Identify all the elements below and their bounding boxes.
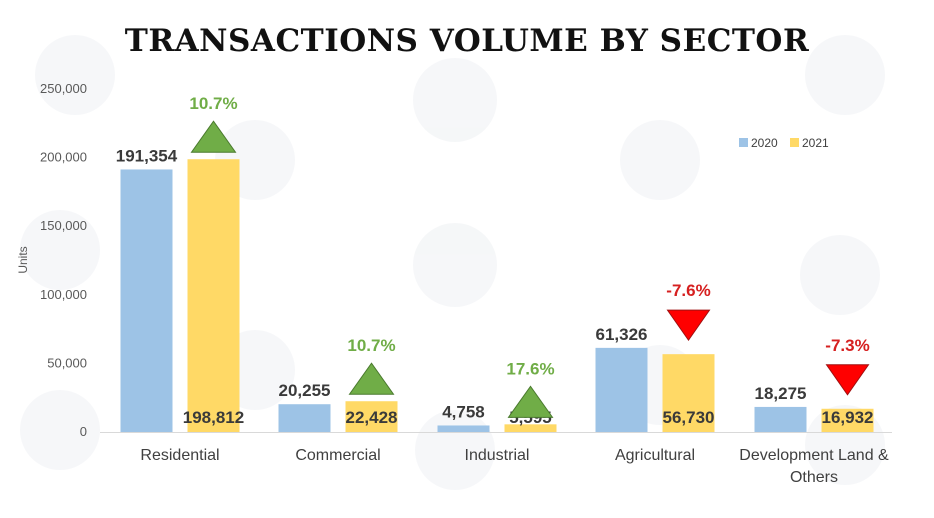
bar-2021-4 bbox=[821, 408, 874, 432]
y-tick-label: 200,000 bbox=[40, 150, 87, 165]
bar-2020-3 bbox=[595, 347, 648, 432]
data-label-2020: 18,275 bbox=[755, 384, 807, 403]
up-arrow-icon bbox=[507, 385, 554, 418]
change-markers-layer: 10.7% 10.7% 17.6% -7.6% -7.3% bbox=[189, 94, 870, 418]
change-percent-label: -7.3% bbox=[825, 336, 869, 355]
legend-label-2020: 2020 bbox=[751, 136, 778, 150]
data-label-2021: 22,428 bbox=[346, 408, 398, 427]
data-label-2021: 16,932 bbox=[822, 408, 874, 427]
change-percent-label: 17.6% bbox=[506, 359, 554, 378]
data-labels-layer: 191,354198,81220,25522,4284,7585,59561,3… bbox=[116, 146, 874, 427]
y-tick-label: 0 bbox=[80, 424, 87, 439]
change-percent-label: 10.7% bbox=[347, 336, 395, 355]
x-tick-label: Industrial bbox=[465, 447, 530, 464]
x-tick-label: Residential bbox=[140, 447, 219, 464]
bar-2021-1 bbox=[345, 401, 398, 432]
up-arrow-icon bbox=[190, 120, 237, 153]
bar-2020-1 bbox=[278, 404, 331, 432]
data-label-2021: 198,812 bbox=[183, 408, 244, 427]
data-label-2021: 56,730 bbox=[663, 408, 715, 427]
bar-2021-0 bbox=[187, 159, 240, 433]
bar-2021-3 bbox=[662, 354, 715, 432]
bar-2020-2 bbox=[437, 425, 490, 432]
bar-2020-4 bbox=[754, 406, 807, 432]
data-label-2020: 191,354 bbox=[116, 146, 178, 165]
down-arrow-icon bbox=[825, 364, 870, 396]
data-label-2020: 20,255 bbox=[279, 381, 331, 400]
data-label-2020: 4,758 bbox=[442, 402, 485, 421]
y-tick-label: 50,000 bbox=[47, 355, 87, 370]
y-tick-label: 250,000 bbox=[40, 81, 87, 96]
chart-title: TRANSACTIONS VOLUME BY SECTOR bbox=[125, 23, 809, 59]
y-tick-label: 100,000 bbox=[40, 287, 87, 302]
legend-swatch-2020 bbox=[739, 138, 748, 147]
data-label-2020: 61,326 bbox=[596, 325, 648, 344]
x-tick-label: Development Land & bbox=[739, 447, 889, 464]
bars-layer bbox=[120, 159, 874, 433]
up-arrow-icon bbox=[348, 362, 395, 395]
x-axis-ticks: Residential Commercial Industrial Agricultu… bbox=[140, 447, 889, 486]
legend-label-2021: 2021 bbox=[802, 136, 829, 150]
legend: 2020 2021 bbox=[739, 136, 829, 150]
change-percent-label: 10.7% bbox=[189, 94, 237, 113]
x-tick-label: Commercial bbox=[295, 447, 380, 464]
y-axis-label: Units bbox=[16, 246, 30, 273]
legend-swatch-2021 bbox=[790, 138, 799, 147]
down-arrow-icon bbox=[666, 309, 711, 342]
bar-2021-2 bbox=[504, 424, 557, 432]
x-tick-label: Agricultural bbox=[615, 447, 695, 464]
y-tick-label: 150,000 bbox=[40, 218, 87, 233]
x-tick-label: Others bbox=[790, 469, 838, 486]
change-percent-label: -7.6% bbox=[666, 281, 710, 300]
y-axis-ticks: 0 50,000 100,000 150,000 200,000 250,000 bbox=[40, 81, 87, 439]
bar-2020-0 bbox=[120, 169, 173, 432]
